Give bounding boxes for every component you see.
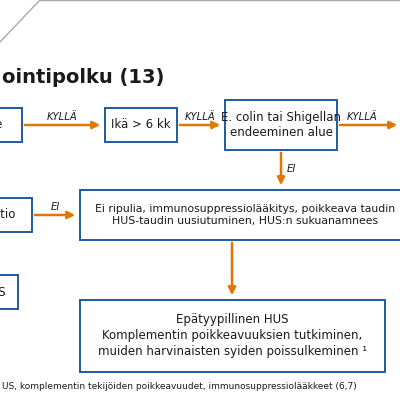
FancyBboxPatch shape — [225, 100, 337, 150]
Text: Epätyypillinen HUS
Komplementin poikkeavuuksien tutkiminen,
muiden harvinaisten : Epätyypillinen HUS Komplementin poikkeav… — [98, 314, 367, 358]
Text: ointipolku (13): ointipolku (13) — [2, 68, 164, 87]
Text: E. colin tai Shigellan
endeeminen alue: E. colin tai Shigellan endeeminen alue — [221, 110, 341, 140]
FancyBboxPatch shape — [0, 108, 22, 142]
Text: HUS: HUS — [0, 286, 6, 298]
Text: ektio: ektio — [0, 208, 16, 222]
Text: US, komplementin tekijöiden poikkeavuudet, immunosuppressiolääkkeet (6,7): US, komplementin tekijöiden poikkeavuude… — [2, 382, 357, 391]
FancyBboxPatch shape — [0, 198, 32, 232]
FancyBboxPatch shape — [105, 108, 177, 142]
Text: Ei ripulia, immunosuppressiolääkitys, poikkeava taudin
HUS-taudin uusiutuminen, : Ei ripulia, immunosuppressiolääkitys, po… — [95, 204, 395, 226]
Text: KYLLÄ: KYLLÄ — [47, 112, 77, 122]
FancyBboxPatch shape — [0, 275, 18, 309]
Text: Ikä > 6 kk: Ikä > 6 kk — [111, 118, 171, 132]
Text: ire: ire — [0, 118, 4, 132]
Text: EI: EI — [50, 202, 60, 212]
Text: EI: EI — [286, 164, 296, 174]
FancyBboxPatch shape — [80, 300, 385, 372]
Text: KYLLÄ: KYLLÄ — [185, 112, 215, 122]
Text: KYLLÄ: KYLLÄ — [347, 112, 377, 122]
FancyBboxPatch shape — [80, 190, 400, 240]
